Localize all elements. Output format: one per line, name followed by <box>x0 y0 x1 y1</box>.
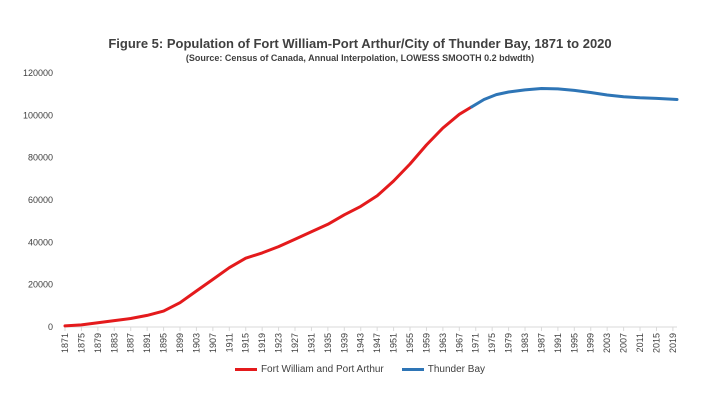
x-tick-label: 1915 <box>241 333 251 353</box>
y-tick-label: 100000 <box>23 110 53 120</box>
x-tick-label: 2011 <box>635 333 645 352</box>
x-tick-label: 1927 <box>290 333 300 353</box>
x-tick-label: 1899 <box>175 333 185 353</box>
series-line-fort-william <box>63 105 474 328</box>
x-tick-label: 1907 <box>208 333 218 353</box>
x-tick-label: 1903 <box>191 333 201 353</box>
chart-axes: 0 20000 40000 60000 80000 100000 120000 1871 187… <box>23 68 678 353</box>
y-tick-label: 0 <box>48 322 53 332</box>
chart-legend: Fort William and Port Arthur Thunder Bay <box>0 364 720 375</box>
x-tick-label: 2003 <box>602 333 612 353</box>
chart-subtitle: (Source: Census of Canada, Annual Interp… <box>185 53 535 63</box>
x-tick-label: 1947 <box>372 333 382 353</box>
x-tick-label: 1939 <box>339 333 349 353</box>
x-tick-label: 2019 <box>668 333 678 353</box>
x-tick-label: 1959 <box>421 333 431 353</box>
x-tick-label: 2007 <box>619 333 629 353</box>
x-tick-label: 1999 <box>586 333 596 353</box>
x-tick-label: 1887 <box>126 333 136 353</box>
x-tick-label: 1911 <box>224 333 234 352</box>
x-tick-label: 1963 <box>438 333 448 353</box>
chart-title: Figure 5: Population of Fort William-Por… <box>108 36 612 51</box>
x-tick-label: 1987 <box>536 333 546 353</box>
x-tick-label: 1979 <box>504 333 514 353</box>
chart-series <box>63 87 679 328</box>
x-tick-label: 1975 <box>487 333 497 353</box>
x-tick-label: 1883 <box>109 333 119 353</box>
y-tick-label: 60000 <box>28 195 53 205</box>
legend-label-fort-william: Fort William and Port Arthur <box>260 364 384 375</box>
x-tick-label: 1875 <box>76 333 86 353</box>
x-tick-label: 1931 <box>306 333 316 353</box>
legend-item-thunder-bay: Thunder Bay <box>401 364 486 375</box>
x-tick-label: 1995 <box>569 333 579 353</box>
x-tick-label: 1955 <box>405 333 415 353</box>
x-tick-label: 1923 <box>274 333 284 353</box>
x-tick-label: 1895 <box>159 333 169 353</box>
x-tick-label: 1935 <box>323 333 333 353</box>
y-tick-label: 40000 <box>28 237 53 247</box>
x-tick-label: 1871 <box>60 333 70 353</box>
x-tick-label: 1919 <box>257 333 267 353</box>
x-tick-label: 1967 <box>454 333 464 353</box>
y-tick-label: 20000 <box>28 280 53 290</box>
x-tick-label: 1983 <box>520 333 530 353</box>
y-tick-label: 120000 <box>23 68 53 78</box>
y-tick-label: 80000 <box>28 153 53 163</box>
legend-item-fort-william: Fort William and Port Arthur <box>234 364 384 375</box>
x-tick-label: 1943 <box>356 333 366 353</box>
x-tick-label: 1991 <box>553 333 563 353</box>
legend-label-thunder-bay: Thunder Bay <box>427 364 486 375</box>
series-line-thunder-bay <box>470 87 679 109</box>
legend-swatch-fort-william <box>234 368 257 371</box>
x-tick-label: 1891 <box>142 333 152 353</box>
x-tick-label: 1971 <box>471 333 481 353</box>
x-tick-label: 1951 <box>389 333 399 353</box>
legend-swatch-thunder-bay <box>401 368 424 371</box>
x-tick-label: 2015 <box>651 333 661 353</box>
x-tick-label: 1879 <box>93 333 103 353</box>
